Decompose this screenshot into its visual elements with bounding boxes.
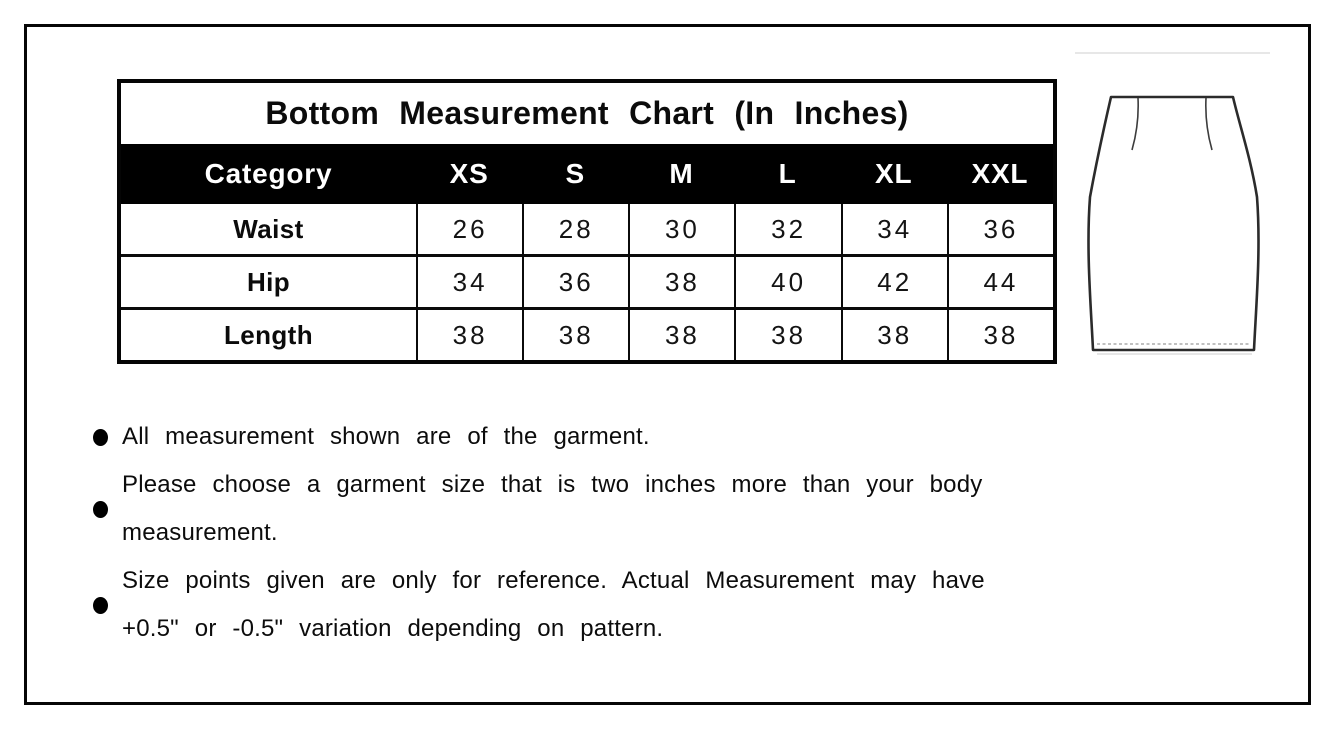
table-cell: 38 bbox=[628, 257, 734, 307]
table-cell: 38 bbox=[734, 310, 840, 360]
bullet-icon bbox=[93, 596, 108, 614]
skirt-illustration-icon bbox=[1075, 52, 1270, 355]
table-header-row: Category XS S M L XL XXL bbox=[121, 144, 1053, 204]
note-item: Size points given are only for reference… bbox=[93, 557, 1083, 653]
table-row-waist: Waist 26 28 30 32 34 36 bbox=[121, 204, 1053, 254]
column-header-xxl: XXL bbox=[971, 158, 1029, 189]
table-cell: 44 bbox=[946, 257, 1053, 307]
table-cell: 42 bbox=[840, 257, 947, 307]
note-item: Please choose a garment size that is two… bbox=[93, 461, 1083, 557]
table-cell: 34 bbox=[840, 204, 947, 254]
column-header-s: S bbox=[565, 158, 585, 189]
row-label: Waist bbox=[233, 213, 304, 244]
note-item: All measurement shown are of the garment… bbox=[93, 413, 1083, 461]
table-cell: 28 bbox=[522, 204, 628, 254]
bullet-icon bbox=[93, 428, 108, 446]
skirt-dart-left bbox=[1131, 97, 1139, 151]
column-header-xs: XS bbox=[449, 158, 489, 189]
table-cell: 38 bbox=[628, 310, 734, 360]
table-cell: 34 bbox=[416, 257, 522, 307]
column-header-xl: XL bbox=[875, 158, 913, 189]
row-label: Hip bbox=[246, 266, 291, 297]
column-header-category: Category bbox=[204, 158, 333, 189]
table-cell: 38 bbox=[946, 310, 1053, 360]
table-cell: 38 bbox=[840, 310, 947, 360]
table-cell: 36 bbox=[522, 257, 628, 307]
column-header-l: L bbox=[778, 158, 797, 189]
table-cell: 36 bbox=[946, 204, 1053, 254]
table-cell: 38 bbox=[416, 310, 522, 360]
table-cell: 32 bbox=[734, 204, 840, 254]
row-label: Length bbox=[223, 319, 314, 350]
skirt-outline bbox=[1087, 95, 1260, 352]
outer-border bbox=[24, 24, 1311, 705]
note-line: Please choose a garment size that is two… bbox=[122, 471, 983, 498]
table-row-hip: Hip 34 36 38 40 42 44 bbox=[121, 254, 1053, 307]
note-line: measurement. bbox=[122, 519, 278, 546]
table-cell: 40 bbox=[734, 257, 840, 307]
table-cell: 26 bbox=[416, 204, 522, 254]
table-row-length: Length 38 38 38 38 38 38 bbox=[121, 307, 1053, 360]
note-line: Size points given are only for reference… bbox=[122, 567, 985, 594]
note-line: +0.5" or -0.5" variation depending on pa… bbox=[122, 615, 664, 642]
notes-list: All measurement shown are of the garment… bbox=[93, 413, 1083, 653]
skirt-dart-right bbox=[1205, 97, 1213, 151]
measurement-table: Bottom Measurement Chart (In Inches) Cat… bbox=[117, 79, 1057, 364]
column-header-m: M bbox=[669, 158, 694, 189]
table-cell: 30 bbox=[628, 204, 734, 254]
bullet-icon bbox=[93, 500, 108, 518]
table-cell: 38 bbox=[522, 310, 628, 360]
table-title: Bottom Measurement Chart (In Inches) bbox=[265, 95, 909, 131]
note-line: All measurement shown are of the garment… bbox=[122, 423, 650, 450]
